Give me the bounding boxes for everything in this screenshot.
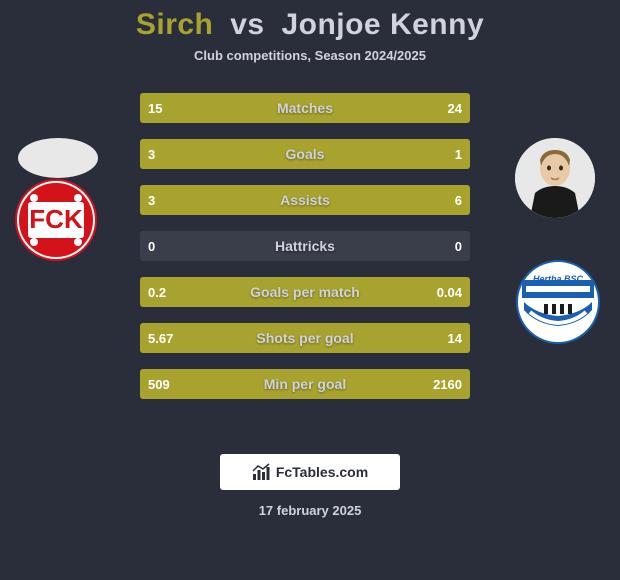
brand-text: FcTables.com [276,464,368,480]
stat-value-right: 2160 [433,369,462,399]
stat-value-right: 0 [455,231,462,261]
stat-bars: Matches1524Goals31Assists36Hattricks00Go… [140,93,470,415]
stat-row: Goals3 1 [140,139,470,169]
stat-row: Goals per match0.2 0.04 [140,277,470,307]
stat-value-left: 0.2 [148,277,166,307]
stat-value-left: 509 [148,369,170,399]
stat-label: Goals per match [140,277,470,307]
brand-logo[interactable]: FcTables.com [220,454,400,490]
stat-value-left: 3 [148,139,155,169]
stat-row: Min per goal509 2160 [140,369,470,399]
stat-label: Min per goal [140,369,470,399]
title: Sirch vs Jonjoe Kenny [0,0,620,42]
stat-label: Assists [140,185,470,215]
comparison-content: Matches1524Goals31Assists36Hattricks00Go… [0,93,620,433]
stat-row: Hattricks0 0 [140,231,470,261]
stat-row: Shots per goal5.67 14 [140,323,470,353]
player2-name: Jonjoe Kenny [281,8,484,41]
stat-value-left: 3 [148,185,155,215]
player1-name: Sirch [136,8,214,41]
stat-value-left: 15 [148,93,162,123]
stat-value-right: 24 [448,93,462,123]
stat-label: Matches [140,93,470,123]
stat-value-right: 6 [455,185,462,215]
stat-row: Matches15 24 [140,93,470,123]
stat-label: Goals [140,139,470,169]
stat-value-left: 0 [148,231,155,261]
stat-label: Shots per goal [140,323,470,353]
stat-row: Assists3 6 [140,185,470,215]
subtitle: Club competitions, Season 2024/2025 [0,48,620,63]
vs-text: vs [230,8,264,41]
stat-value-right: 14 [448,323,462,353]
stat-value-right: 1 [455,139,462,169]
stat-value-right: 0.04 [437,277,462,307]
chart-icon [252,463,270,481]
footer-date: 17 february 2025 [0,503,620,518]
stat-label: Hattricks [140,231,470,261]
stat-value-left: 5.67 [148,323,173,353]
